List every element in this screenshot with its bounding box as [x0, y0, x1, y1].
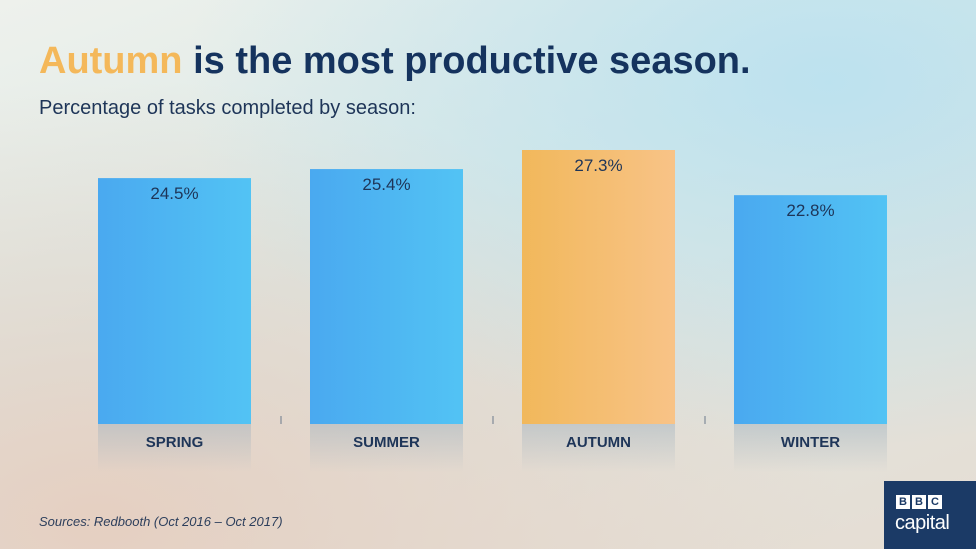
- bar-spring: [98, 178, 251, 424]
- logo-letter: C: [928, 495, 942, 509]
- bar-summer: [310, 169, 463, 424]
- bar-reflection: [734, 424, 887, 472]
- category-label: SUMMER: [353, 434, 420, 451]
- bar-reflection: [310, 424, 463, 472]
- bar-reflection: [522, 424, 675, 472]
- category-label: SPRING: [146, 434, 204, 451]
- logo-letter: B: [912, 495, 926, 509]
- value-label: 25.4%: [362, 175, 410, 194]
- chart-title: Autumn is the most productive season.: [39, 40, 751, 83]
- title-rest: is the most productive season.: [182, 40, 751, 82]
- title-highlight: Autumn: [39, 40, 183, 82]
- bar-autumn: [522, 150, 675, 424]
- logo-letter: B: [896, 495, 910, 509]
- bar-reflection: [98, 424, 251, 472]
- bbc-capital-logo: B B C capital: [884, 481, 976, 549]
- value-label: 24.5%: [150, 184, 198, 203]
- source-note: Sources: Redbooth (Oct 2016 – Oct 2017): [39, 514, 283, 529]
- bar-winter: [734, 195, 887, 424]
- logo-word: capital: [895, 512, 950, 534]
- category-label: AUTUMN: [566, 434, 631, 451]
- value-label: 22.8%: [786, 201, 834, 220]
- category-label: WINTER: [781, 434, 840, 451]
- chart-subtitle: Percentage of tasks completed by season:: [39, 97, 416, 119]
- value-label: 27.3%: [574, 156, 622, 175]
